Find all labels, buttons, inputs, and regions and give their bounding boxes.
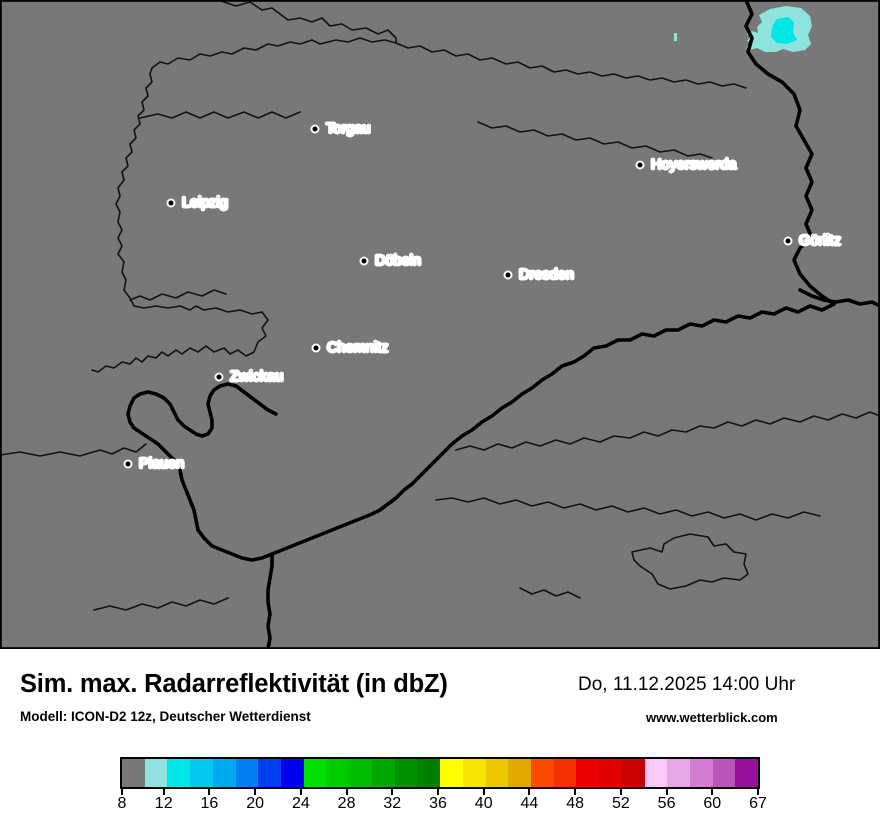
colorbar-bin [735,759,759,787]
colorbar-bin [122,759,145,787]
colorbar-tickmark [482,789,485,795]
colorbar-bin [144,759,168,787]
city-marker [166,198,176,208]
colorbar-ticklabel: 52 [611,795,630,812]
legend-footer: Sim. max. Radarreflektivität (in dbZ) Mo… [0,649,880,830]
city-marker [359,256,369,266]
colorbar-tickmark [391,789,394,795]
city-marker [783,236,793,246]
colorbar-bin [553,759,577,787]
colorbar-ticklabel: 60 [703,795,722,812]
colorbar-bin [326,759,350,787]
city-marker [311,343,321,353]
colorbar-tickmark [757,789,759,795]
colorbar-bin [462,759,486,787]
colorbar-tickmark [121,789,123,795]
legend-datetime: Do, 11.12.2025 14:00 Uhr [578,674,796,695]
district-borders [0,0,880,611]
colorbar-bin [417,759,441,787]
colorbar-tickmark [711,789,714,795]
colorbar-ticklabel: 56 [657,795,676,812]
colorbar-bin [712,759,736,787]
colorbar-bin [235,759,259,787]
radar-map[interactable]: Torgau Hoyerswerda Leipzig Görlitz Döbeln Dre… [0,0,880,649]
colorbar-tickmark [437,789,439,795]
colorbar-tickmark [162,789,165,795]
colorbar-tickmark [299,789,302,795]
colorbar-tickmark [665,789,668,795]
colorbar-bin [212,759,236,787]
city-label: Chemnitz [327,340,389,356]
colorbar-ticklabel: 24 [291,795,310,812]
colorbar-bin [599,759,622,787]
colorbar-tickmark [619,789,622,795]
map-geometry [0,0,880,649]
colorbar-ticklabel: 20 [246,795,265,812]
colorbar-bin [530,759,554,787]
city-label: Döbeln [375,253,421,269]
radar-echo-speck [674,33,677,41]
colorbar-ticklabel: 16 [200,795,219,812]
colorbar-bin [349,759,372,787]
colorbar-bin [440,759,463,787]
legend-source-url: www.wetterblick.com [646,710,778,725]
city-marker [503,270,513,280]
city-label: Görlitz [799,233,841,249]
colorbar-bin [371,759,395,787]
colorbar-bin [190,759,213,787]
colorbar [120,757,760,789]
colorbar-bin [667,759,690,787]
colorbar-ticklabel: 36 [429,795,447,812]
colorbar-bin [508,759,531,787]
radar-echo-core [771,17,797,44]
city-label: Zwickau [230,369,284,385]
city-label: Plauen [139,456,185,472]
colorbar-tickmark [345,789,348,795]
colorbar-tickmark [208,789,211,795]
city-label: Leipzig [182,195,228,211]
colorbar-bin [689,759,713,787]
city-marker [310,124,320,134]
legend-subtitle: Modell: ICON-D2 12z, Deutscher Wetterdie… [20,709,311,724]
colorbar-bin [281,759,304,787]
colorbar-bin [167,759,191,787]
radar-echo-cell [674,6,812,52]
colorbar-tickmark [254,789,257,795]
colorbar-ticklabel: 28 [337,795,356,812]
colorbar-bin [644,759,668,787]
city-label: Dresden [519,267,574,283]
colorbar-bin [621,759,645,787]
colorbar-ticklabel: 40 [474,795,493,812]
city-marker [635,160,645,170]
colorbar-tickmark [574,789,577,795]
colorbar-ticklabel: 12 [154,795,173,812]
city-marker [214,372,224,382]
map-frame [0,0,880,649]
colorbar-axis: 8 12 16 20 24 28 32 36 40 44 48 52 56 60 67 [117,789,767,819]
city-label: Torgau [326,121,371,137]
colorbar-ticklabel: 67 [749,795,767,812]
legend-title: Sim. max. Radarreflektivität (in dbZ) [20,670,448,698]
city-label: Hoyerswerda [651,157,737,173]
colorbar-bin [303,759,327,787]
colorbar-bin [576,759,600,787]
colorbar-bin [258,759,282,787]
colorbar-ticklabel: 48 [566,795,585,812]
colorbar-tickmark [528,789,531,795]
colorbar-ticklabel: 8 [117,795,127,812]
city-marker [123,459,133,469]
colorbar-bin [485,759,509,787]
national-borders [126,0,880,649]
colorbar-ticklabel: 44 [520,795,539,812]
colorbar-ticklabel: 32 [383,795,402,812]
colorbar-bin [394,759,418,787]
